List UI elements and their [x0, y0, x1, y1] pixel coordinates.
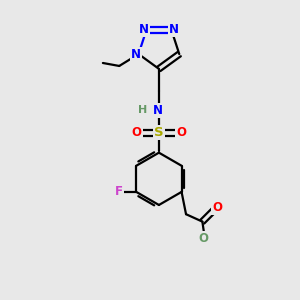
- Text: O: O: [212, 202, 222, 214]
- Text: N: N: [131, 48, 141, 61]
- Text: N: N: [169, 23, 179, 36]
- Text: O: O: [132, 126, 142, 139]
- Text: H: H: [138, 106, 148, 116]
- Text: S: S: [154, 126, 164, 139]
- Text: N: N: [139, 23, 149, 36]
- Text: H: H: [200, 238, 209, 248]
- Text: F: F: [115, 185, 123, 198]
- Text: O: O: [199, 232, 209, 245]
- Text: N: N: [152, 104, 162, 117]
- Text: O: O: [176, 126, 186, 139]
